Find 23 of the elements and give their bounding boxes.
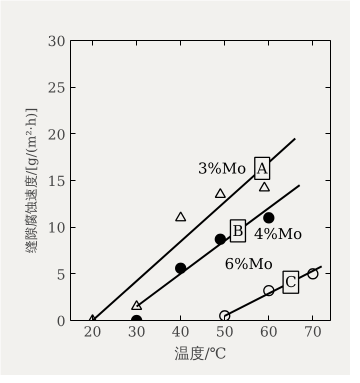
- x-tick-label: 60: [260, 324, 278, 340]
- x-tick-label: 50: [216, 324, 234, 340]
- x-tick-label: 20: [84, 324, 102, 340]
- x-tick-label: 70: [304, 324, 322, 340]
- annotation: 6%Mo: [224, 255, 273, 274]
- y-tick-label: 5: [56, 267, 66, 284]
- point: [214, 188, 226, 198]
- y-tick-label: 15: [48, 174, 66, 190]
- x-axis-title: 温度/℃: [174, 344, 226, 362]
- annotation: 3%Mo: [198, 159, 246, 178]
- point: [175, 211, 186, 222]
- annotation: 4%Mo: [254, 224, 302, 243]
- point: [258, 182, 270, 192]
- legend-label: C: [285, 273, 297, 292]
- x-tick-label: 30: [128, 324, 146, 340]
- point: [263, 212, 274, 224]
- y-tick-label: 20: [48, 127, 66, 144]
- y-tick-label: 0: [56, 314, 66, 330]
- y-tick-label: 30: [48, 34, 66, 50]
- x-tick-label: 40: [172, 324, 190, 340]
- y-tick-label: 25: [48, 80, 66, 97]
- y-tick-label: 10: [48, 220, 66, 237]
- y-axis-title: 缝隙腐蚀速度/[g/(m²·h)]: [24, 108, 40, 254]
